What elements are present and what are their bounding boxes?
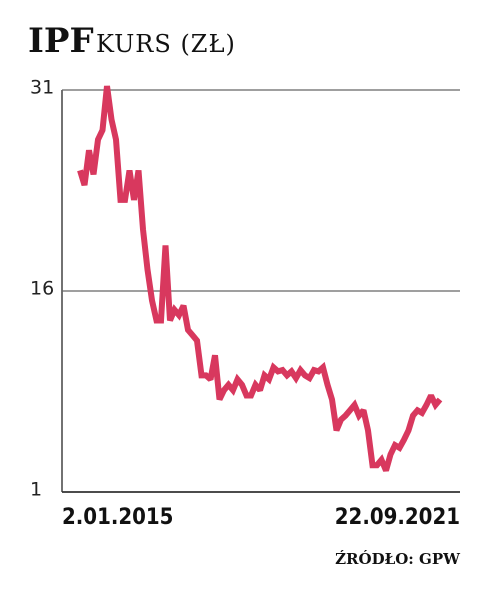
chart-title: IPF (28, 21, 94, 61)
chart-subtitle: KURS (ZŁ) (96, 30, 236, 58)
y-tick-label: 31 (30, 77, 54, 99)
source: ŹRÓDŁO: GPW (335, 550, 461, 568)
x-tick-label: 22.09.2021 (335, 505, 460, 530)
price-line (77, 85, 443, 472)
x-tick-label: 2.01.2015 (62, 505, 173, 530)
y-tick-label: 1 (30, 479, 42, 501)
y-tick-label: 16 (30, 278, 54, 300)
